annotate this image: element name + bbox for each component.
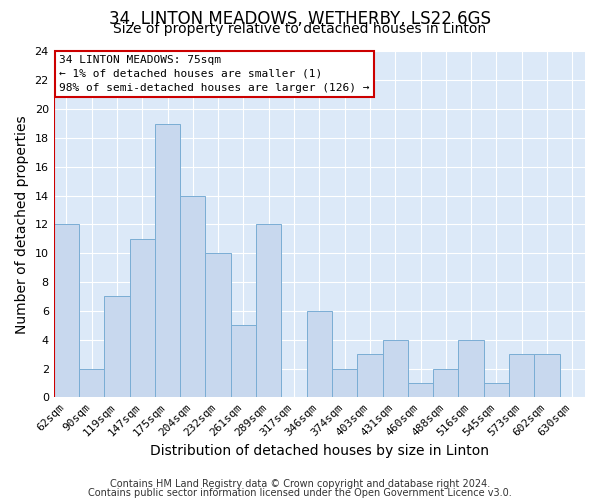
Y-axis label: Number of detached properties: Number of detached properties <box>15 115 29 334</box>
Bar <box>155 124 180 398</box>
Bar <box>357 354 383 398</box>
Bar <box>231 326 256 398</box>
Bar <box>104 296 130 398</box>
Text: Contains public sector information licensed under the Open Government Licence v3: Contains public sector information licen… <box>88 488 512 498</box>
Bar <box>332 368 357 398</box>
Bar <box>130 239 155 398</box>
Bar <box>79 368 104 398</box>
Bar <box>408 383 433 398</box>
Text: Contains HM Land Registry data © Crown copyright and database right 2024.: Contains HM Land Registry data © Crown c… <box>110 479 490 489</box>
Text: 34, LINTON MEADOWS, WETHERBY, LS22 6GS: 34, LINTON MEADOWS, WETHERBY, LS22 6GS <box>109 10 491 28</box>
Text: 34 LINTON MEADOWS: 75sqm
← 1% of detached houses are smaller (1)
98% of semi-det: 34 LINTON MEADOWS: 75sqm ← 1% of detache… <box>59 55 370 93</box>
Text: Size of property relative to detached houses in Linton: Size of property relative to detached ho… <box>113 22 487 36</box>
Bar <box>205 254 231 398</box>
Bar <box>484 383 509 398</box>
X-axis label: Distribution of detached houses by size in Linton: Distribution of detached houses by size … <box>150 444 489 458</box>
Bar <box>433 368 458 398</box>
Bar <box>509 354 535 398</box>
Bar <box>535 354 560 398</box>
Bar <box>307 311 332 398</box>
Bar <box>458 340 484 398</box>
Bar <box>180 196 205 398</box>
Bar <box>256 224 281 398</box>
Bar <box>53 224 79 398</box>
Bar <box>383 340 408 398</box>
